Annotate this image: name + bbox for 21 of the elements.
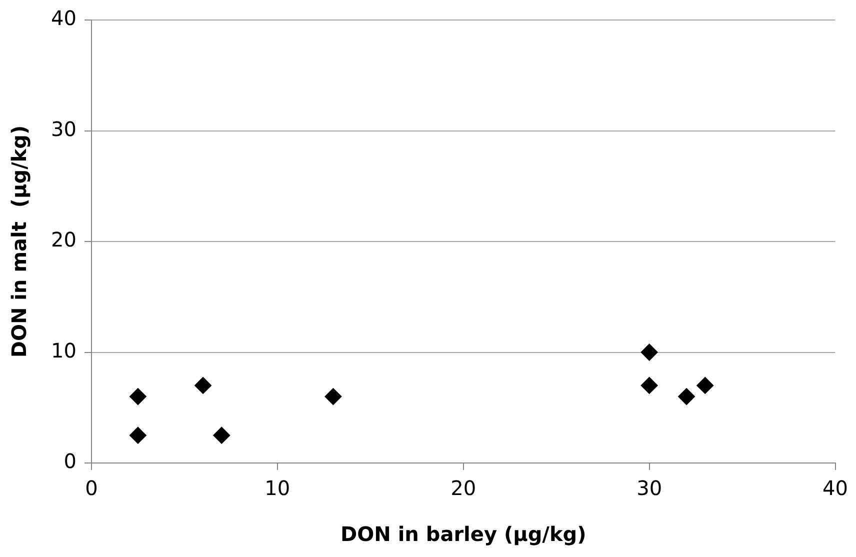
point <box>129 388 146 406</box>
point <box>696 376 714 394</box>
y-axis-title: DON in malt (µg/kg) <box>7 125 32 358</box>
point <box>640 376 658 394</box>
point <box>640 344 658 361</box>
x-tick-label: 10 <box>264 476 290 500</box>
point <box>324 388 342 406</box>
y-tick-label: 30 <box>50 116 76 141</box>
point <box>129 426 146 444</box>
y-tick-label: 0 <box>64 449 76 474</box>
x-tick-label: 20 <box>450 476 476 500</box>
x-tick-label: 30 <box>636 476 662 500</box>
y-tick-label: 40 <box>50 6 76 30</box>
x-axis-title: DON in barley (µg/kg) <box>340 522 586 546</box>
point <box>194 376 212 394</box>
x-tick-label: 0 <box>85 476 98 500</box>
point <box>213 426 230 444</box>
point <box>678 388 696 406</box>
x-tick-label: 40 <box>822 476 848 500</box>
y-tick-label: 10 <box>50 338 76 362</box>
y-tick-label: 20 <box>50 228 76 252</box>
